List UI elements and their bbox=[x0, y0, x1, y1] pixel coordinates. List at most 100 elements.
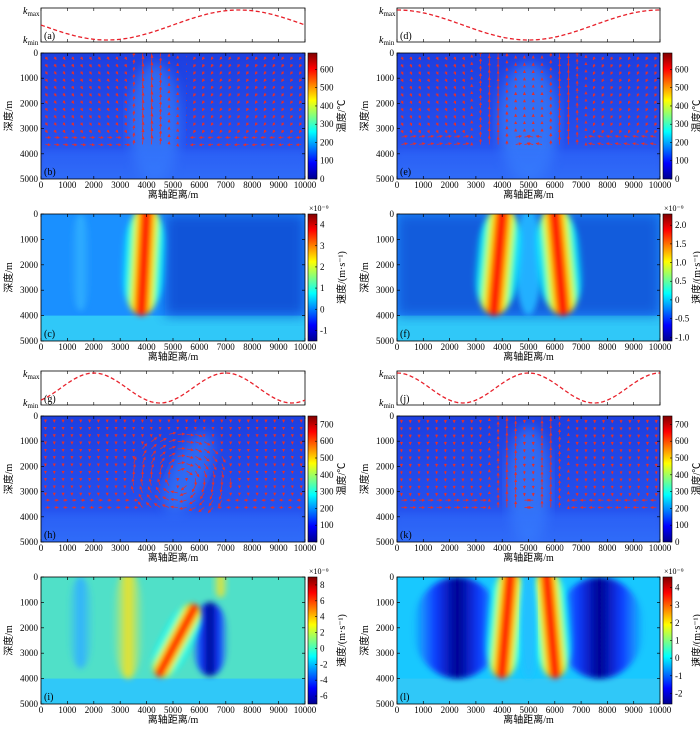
colorbar-tick-label: 0 bbox=[320, 643, 325, 653]
velocity-arrow bbox=[610, 78, 614, 83]
upflow-plume-right bbox=[529, 577, 573, 679]
velocity-arrow bbox=[210, 85, 214, 90]
velocity-arrow bbox=[298, 56, 303, 61]
velocity-arrow bbox=[254, 107, 258, 112]
x-tick-label: 5000 bbox=[164, 705, 183, 715]
velocity-arrow bbox=[237, 107, 241, 112]
velocity-arrow bbox=[44, 85, 48, 90]
x-tick-label: 8000 bbox=[243, 180, 262, 190]
velocity-arrow bbox=[597, 142, 604, 146]
x-tick-label: 0 bbox=[395, 543, 400, 553]
y-tick-label: 3000 bbox=[376, 648, 395, 658]
colorbar-tick-label: 700 bbox=[675, 419, 689, 429]
velocity-arrow bbox=[44, 93, 48, 97]
velocity-arrow bbox=[636, 115, 640, 119]
velocity-arrow bbox=[201, 71, 206, 75]
velocity-arrow bbox=[290, 71, 294, 75]
velocity-arrow bbox=[610, 56, 614, 61]
colorbar-tick-label: 2.0 bbox=[675, 220, 687, 230]
magma-heat-dome bbox=[130, 489, 216, 542]
velocity-arrow bbox=[654, 115, 658, 119]
velocity-arrow bbox=[177, 454, 186, 458]
y-tick-label: 4000 bbox=[376, 311, 395, 321]
velocity-arrow bbox=[97, 71, 101, 75]
x-tick-label: 7000 bbox=[572, 705, 591, 715]
velocity-arrow bbox=[142, 443, 148, 450]
velocity-arrow bbox=[645, 56, 649, 61]
velocity-arrow bbox=[195, 455, 202, 461]
x-tick-label: 4000 bbox=[493, 342, 512, 352]
velocity-arrow bbox=[97, 85, 101, 90]
velocity-arrow bbox=[645, 129, 649, 134]
velocity-arrow bbox=[131, 478, 135, 486]
velocity-arrow bbox=[645, 71, 649, 76]
velocity-arrow bbox=[193, 129, 197, 134]
velocity-arrow bbox=[79, 100, 84, 104]
velocity-arrow bbox=[592, 122, 596, 127]
velocity-dot bbox=[186, 143, 188, 145]
temperature-field bbox=[41, 53, 305, 179]
velocity-arrow bbox=[614, 134, 622, 139]
velocity-arrow bbox=[272, 85, 276, 90]
velocity-arrow bbox=[444, 93, 448, 97]
y-tick-label: 5000 bbox=[20, 537, 39, 547]
velocity-arrow bbox=[601, 115, 605, 119]
velocity-arrow bbox=[203, 470, 208, 479]
velocity-arrow bbox=[168, 459, 175, 464]
velocity-arrow bbox=[401, 134, 408, 139]
colorbar-label: 速度/(m·s⁻¹) bbox=[335, 614, 348, 667]
y-tick-label: 1000 bbox=[376, 73, 395, 83]
k-max-subscript: max bbox=[27, 10, 40, 18]
velocity-arrow bbox=[461, 100, 465, 105]
velocity-arrow bbox=[417, 107, 421, 112]
velocity-arrow bbox=[44, 129, 48, 134]
temperature-field bbox=[41, 416, 305, 542]
x-tick-label: 1000 bbox=[58, 705, 77, 715]
x-tick-label: 5000 bbox=[520, 342, 539, 352]
colorbar-tick-label: 500 bbox=[320, 83, 334, 93]
velocity-arrow bbox=[601, 107, 605, 112]
velocity-arrow bbox=[619, 107, 623, 112]
x-tick-label: 2000 bbox=[441, 342, 460, 352]
plot-frame bbox=[396, 370, 661, 406]
velocity-arrow bbox=[179, 492, 187, 496]
velocity-arrow bbox=[445, 134, 452, 139]
velocity-arrow bbox=[195, 448, 203, 453]
velocity-arrow bbox=[159, 438, 167, 443]
velocity-arrow bbox=[592, 100, 596, 105]
colorbar bbox=[662, 415, 673, 543]
velocity-arrow bbox=[619, 129, 623, 134]
y-tick-label: 5000 bbox=[20, 699, 39, 709]
velocity-arrow bbox=[417, 122, 421, 127]
x-axis-label: 离轴距离/m bbox=[503, 188, 554, 201]
velocity-arrow bbox=[150, 463, 155, 472]
x-axis-label: 离轴距离/m bbox=[148, 188, 199, 201]
velocity-arrow bbox=[221, 456, 226, 463]
velocity-arrow bbox=[601, 78, 605, 83]
velocity-arrow bbox=[140, 478, 144, 486]
x-tick-label: 3000 bbox=[111, 342, 130, 352]
permeability-panel-j: kmax kmin (j) bbox=[379, 369, 661, 410]
velocity-arrow bbox=[209, 492, 214, 500]
velocity-arrow bbox=[237, 78, 241, 83]
colorbar-tick-label: 400 bbox=[320, 470, 334, 480]
y-tick-label: 2000 bbox=[376, 260, 395, 270]
upflow-plume-right bbox=[534, 214, 583, 316]
temperature-field bbox=[397, 416, 660, 542]
x-tick-label: 4000 bbox=[138, 180, 157, 190]
x-tick-label: 0 bbox=[39, 543, 44, 553]
weak-downflow bbox=[67, 577, 94, 669]
velocity-arrow bbox=[97, 93, 101, 97]
velocity-arrow bbox=[246, 93, 250, 97]
velocity-arrow bbox=[168, 445, 176, 450]
velocity-arrow bbox=[106, 71, 110, 75]
panel-label: (h) bbox=[44, 530, 56, 541]
velocity-arrow bbox=[272, 115, 276, 119]
velocity-arrow bbox=[207, 507, 214, 513]
velocity-dot bbox=[186, 56, 188, 58]
velocity-arrow bbox=[210, 122, 214, 126]
y-tick-label: 5000 bbox=[20, 174, 39, 184]
x-tick-label: 1000 bbox=[58, 543, 77, 553]
velocity-arrow bbox=[298, 100, 303, 104]
y-axis-label: 深度/m bbox=[358, 625, 371, 656]
